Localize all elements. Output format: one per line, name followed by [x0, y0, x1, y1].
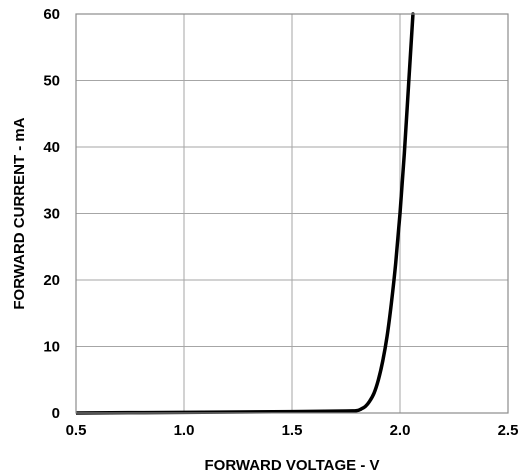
- y-tick-label: 20: [43, 272, 60, 289]
- grid: [76, 14, 508, 413]
- series-layer: [76, 12, 415, 415]
- plot-frame: [75, 13, 509, 414]
- x-tick-label: 1.5: [282, 422, 303, 439]
- x-tick-label: 2.0: [390, 422, 411, 439]
- y-tick-label: 30: [43, 206, 60, 223]
- y-axis-title: FORWARD CURRENT - mA: [11, 117, 28, 309]
- tick-labels: 0.5 1.0 1.5 2.0 2.5 0 10 20 30 40 50 60: [43, 6, 518, 439]
- y-tick-label: 0: [52, 405, 60, 422]
- x-tick-label: 0.5: [66, 422, 87, 439]
- x-tick-label: 2.5: [498, 422, 519, 439]
- y-tick-label: 10: [43, 339, 60, 356]
- y-tick-label: 50: [43, 73, 60, 90]
- plot-border: [75, 13, 509, 414]
- x-axis-title: FORWARD VOLTAGE - V: [205, 457, 380, 474]
- x-tick-label: 1.0: [174, 422, 195, 439]
- y-tick-label: 40: [43, 139, 60, 156]
- y-tick-label: 60: [43, 6, 60, 23]
- series-line: [76, 12, 415, 415]
